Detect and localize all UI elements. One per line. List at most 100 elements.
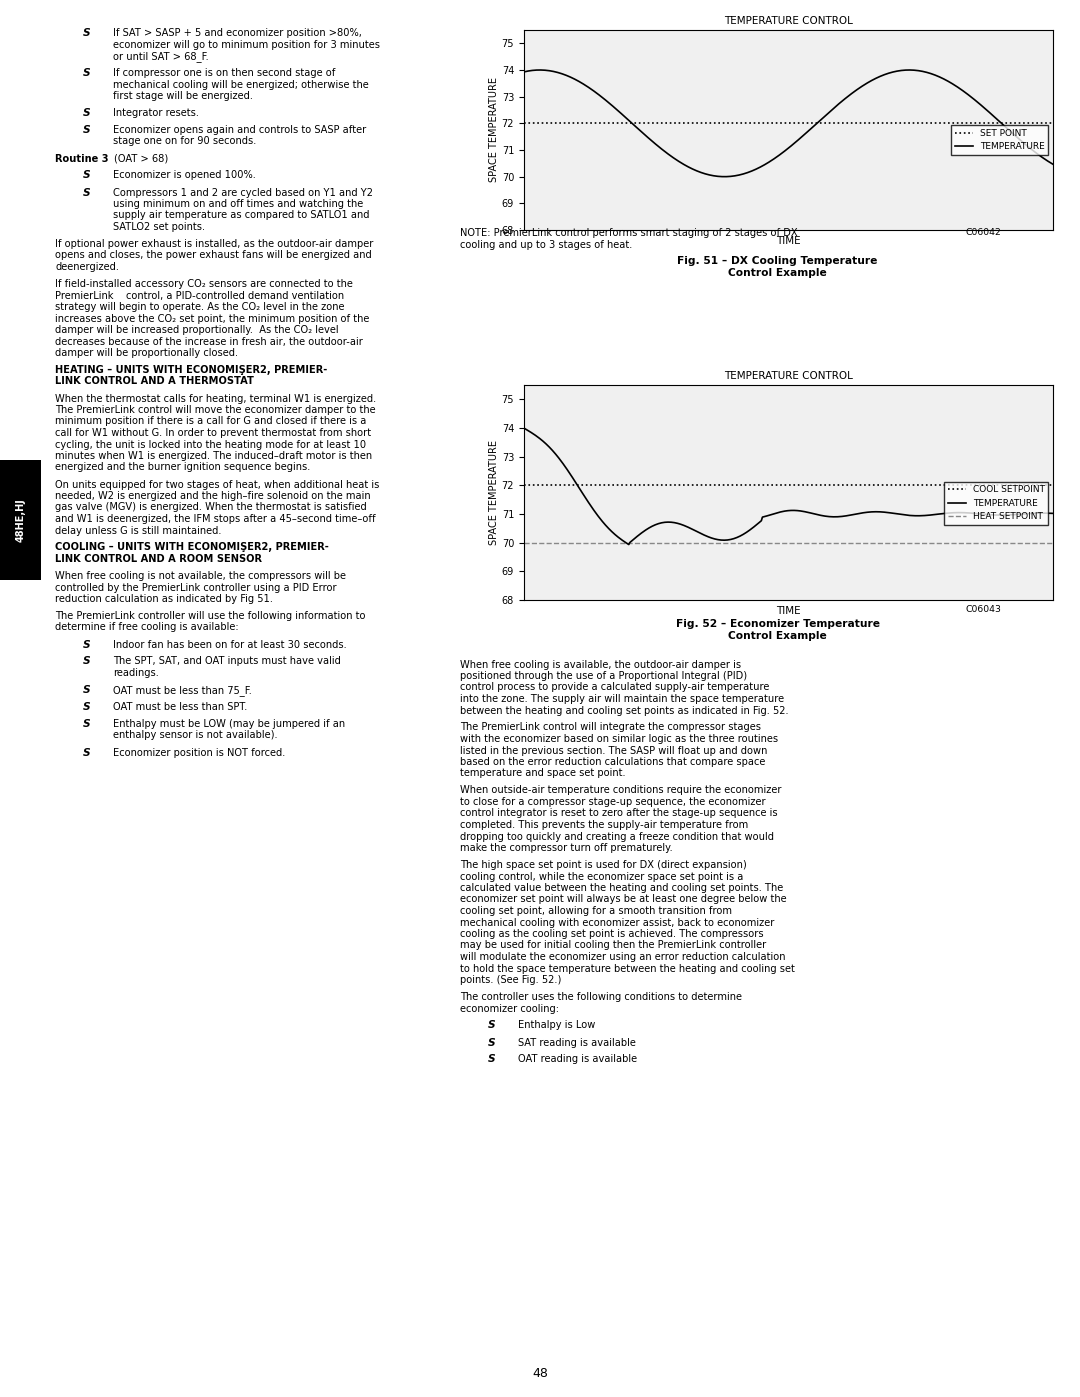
Text: If compressor one is on then second stage of: If compressor one is on then second stag… [113,68,336,78]
Text: calculated value between the heating and cooling set points. The: calculated value between the heating and… [460,883,783,893]
Text: C06043: C06043 [966,605,1001,615]
Text: S: S [83,747,91,757]
Text: listed in the previous section. The SASP will float up and down: listed in the previous section. The SASP… [460,746,768,756]
Text: cooling as the cooling set point is achieved. The compressors: cooling as the cooling set point is achi… [460,929,764,939]
Text: Indoor fan has been on for at least 30 seconds.: Indoor fan has been on for at least 30 s… [113,640,347,650]
Text: On units equipped for two stages of heat, when additional heat is: On units equipped for two stages of heat… [55,479,379,489]
Text: Fig. 51 – DX Cooling Temperature: Fig. 51 – DX Cooling Temperature [677,256,878,265]
Text: to hold the space temperature between the heating and cooling set: to hold the space temperature between th… [460,964,795,974]
Text: When free cooling is not available, the compressors will be: When free cooling is not available, the … [55,571,346,581]
Text: C06042: C06042 [966,228,1001,237]
Text: OAT must be less than 75_F.: OAT must be less than 75_F. [113,685,252,696]
Text: S: S [83,685,91,694]
Text: S: S [83,170,91,180]
Text: Fig. 52 – Economizer Temperature: Fig. 52 – Economizer Temperature [676,619,879,629]
Text: may be used for initial cooling then the PremierLink controller: may be used for initial cooling then the… [460,940,766,950]
Text: reduction calculation as indicated by Fig 51.: reduction calculation as indicated by Fi… [55,594,273,604]
Text: readings.: readings. [113,668,159,678]
Text: When the thermostat calls for heating, terminal W1 is energized.: When the thermostat calls for heating, t… [55,394,376,404]
Text: based on the error reduction calculations that compare space: based on the error reduction calculation… [460,757,766,767]
Text: into the zone. The supply air will maintain the space temperature: into the zone. The supply air will maint… [460,694,784,704]
Text: Integrator resets.: Integrator resets. [113,108,199,117]
Text: first stage will be energized.: first stage will be energized. [113,91,253,101]
Text: dropping too quickly and creating a freeze condition that would: dropping too quickly and creating a free… [460,831,774,841]
Text: energized and the burner ignition sequence begins.: energized and the burner ignition sequen… [55,462,310,472]
Text: Economizer opens again and controls to SASP after: Economizer opens again and controls to S… [113,124,366,136]
Text: mechanical cooling will be energized; otherwise the: mechanical cooling will be energized; ot… [113,80,368,89]
Text: deenergized.: deenergized. [55,263,119,272]
Text: When free cooling is available, the outdoor-air damper is: When free cooling is available, the outd… [460,659,741,669]
Title: TEMPERATURE CONTROL: TEMPERATURE CONTROL [724,372,853,381]
Text: If field-installed accessory CO₂ sensors are connected to the: If field-installed accessory CO₂ sensors… [55,279,353,289]
Text: economizer will go to minimum position for 3 minutes: economizer will go to minimum position f… [113,39,380,49]
Text: needed, W2 is energized and the high–fire solenoid on the main: needed, W2 is energized and the high–fir… [55,490,370,502]
Text: determine if free cooling is available:: determine if free cooling is available: [55,623,239,633]
Text: Compressors 1 and 2 are cycled based on Y1 and Y2: Compressors 1 and 2 are cycled based on … [113,187,373,197]
Text: (OAT > 68): (OAT > 68) [114,154,168,163]
Text: controlled by the PremierLink controller using a PID Error: controlled by the PremierLink controller… [55,583,337,592]
Text: If optional power exhaust is installed, as the outdoor-air damper: If optional power exhaust is installed, … [55,239,374,249]
Text: decreases because of the increase in fresh air, the outdoor-air: decreases because of the increase in fre… [55,337,363,346]
Text: LINK CONTROL AND A THERMOSTAT: LINK CONTROL AND A THERMOSTAT [55,377,254,387]
Text: S: S [83,187,91,197]
Text: damper will be proportionally closed.: damper will be proportionally closed. [55,348,238,358]
Text: NOTE: PremierLink control performs smart staging of 2 stages of DX: NOTE: PremierLink control performs smart… [460,228,798,237]
Text: points. (See Fig. 52.): points. (See Fig. 52.) [460,975,562,985]
Text: strategy will begin to operate. As the CO₂ level in the zone: strategy will begin to operate. As the C… [55,302,345,312]
Text: control integrator is reset to zero after the stage-up sequence is: control integrator is reset to zero afte… [460,809,778,819]
Legend: COOL SETPOINT, TEMPERATURE, HEAT SETPOINT: COOL SETPOINT, TEMPERATURE, HEAT SETPOIN… [944,482,1049,525]
Text: The high space set point is used for DX (direct expansion): The high space set point is used for DX … [460,861,746,870]
Text: S: S [83,640,91,650]
Text: S: S [488,1055,496,1065]
Text: call for W1 without G. In order to prevent thermostat from short: call for W1 without G. In order to preve… [55,427,372,439]
Text: S: S [488,1020,496,1031]
Text: S: S [83,124,91,136]
Text: Economizer is opened 100%.: Economizer is opened 100%. [113,170,256,180]
Text: temperature and space set point.: temperature and space set point. [460,768,625,778]
Text: Enthalpy is Low: Enthalpy is Low [518,1020,595,1031]
Text: minimum position if there is a call for G and closed if there is a: minimum position if there is a call for … [55,416,366,426]
Text: stage one on for 90 seconds.: stage one on for 90 seconds. [113,137,256,147]
X-axis label: TIME: TIME [777,236,800,246]
Text: supply air temperature as compared to SATLO1 and: supply air temperature as compared to SA… [113,211,369,221]
Text: positioned through the use of a Proportional Integral (PID): positioned through the use of a Proporti… [460,671,747,680]
Text: make the compressor turn off prematurely.: make the compressor turn off prematurely… [460,842,673,854]
Text: cooling set point, allowing for a smooth transition from: cooling set point, allowing for a smooth… [460,907,732,916]
Text: S: S [83,703,91,712]
Text: 48: 48 [532,1368,548,1380]
Text: or until SAT > 68_F.: or until SAT > 68_F. [113,52,208,61]
Text: Enthalpy must be LOW (may be jumpered if an: Enthalpy must be LOW (may be jumpered if… [113,719,346,729]
Text: The controller uses the following conditions to determine: The controller uses the following condit… [460,992,742,1002]
Text: with the economizer based on similar logic as the three routines: with the economizer based on similar log… [460,733,778,745]
Legend: SET POINT, TEMPERATURE: SET POINT, TEMPERATURE [951,126,1049,155]
Text: Control Example: Control Example [728,268,827,278]
Text: 48HE,HJ: 48HE,HJ [15,499,26,542]
Y-axis label: SPACE TEMPERATURE: SPACE TEMPERATURE [489,440,499,545]
Text: cycling, the unit is locked into the heating mode for at least 10: cycling, the unit is locked into the hea… [55,440,366,450]
Text: S: S [83,68,91,78]
Text: SAT reading is available: SAT reading is available [518,1038,636,1048]
Text: S: S [83,657,91,666]
Text: When outside-air temperature conditions require the economizer: When outside-air temperature conditions … [460,785,782,795]
Text: will modulate the economizer using an error reduction calculation: will modulate the economizer using an er… [460,951,785,963]
Text: PremierLink    control, a PID-controlled demand ventilation: PremierLink control, a PID-controlled de… [55,291,345,300]
Text: S: S [83,28,91,38]
Text: economizer cooling:: economizer cooling: [460,1003,559,1013]
Text: control process to provide a calculated supply-air temperature: control process to provide a calculated … [460,683,769,693]
Text: HEATING – UNITS WITH ECONOMIŞER2, PREMIER-: HEATING – UNITS WITH ECONOMIŞER2, PREMIE… [55,365,327,374]
Text: cooling control, while the economizer space set point is a: cooling control, while the economizer sp… [460,872,743,882]
Text: increases above the CO₂ set point, the minimum position of the: increases above the CO₂ set point, the m… [55,313,369,324]
Text: S: S [83,719,91,729]
Text: gas valve (MGV) is energized. When the thermostat is satisfied: gas valve (MGV) is energized. When the t… [55,503,367,513]
Text: delay unless G is still maintained.: delay unless G is still maintained. [55,525,221,535]
Text: minutes when W1 is energized. The induced–draft motor is then: minutes when W1 is energized. The induce… [55,451,373,461]
Text: economizer set point will always be at least one degree below the: economizer set point will always be at l… [460,894,786,904]
Text: completed. This prevents the supply-air temperature from: completed. This prevents the supply-air … [460,820,748,830]
Text: mechanical cooling with economizer assist, back to economizer: mechanical cooling with economizer assis… [460,918,774,928]
Text: OAT must be less than SPT.: OAT must be less than SPT. [113,703,247,712]
Text: Control Example: Control Example [728,631,827,641]
Y-axis label: SPACE TEMPERATURE: SPACE TEMPERATURE [489,77,499,183]
Text: S: S [488,1038,496,1048]
Text: SATLO2 set points.: SATLO2 set points. [113,222,205,232]
Text: The PremierLink control will move the economizer damper to the: The PremierLink control will move the ec… [55,405,376,415]
